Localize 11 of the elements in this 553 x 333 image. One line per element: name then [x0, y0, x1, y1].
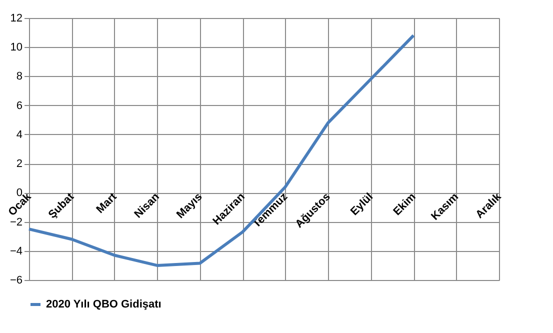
y-tick-label: 6: [16, 100, 22, 112]
legend-label: 2020 Yılı QBO Gidişatı: [46, 298, 162, 310]
y-tick-label: 0: [16, 187, 22, 200]
y-tick-label: −6: [10, 274, 22, 286]
y-tick-label: 10: [10, 42, 22, 54]
y-tick-label: 4: [16, 128, 22, 141]
y-tick-label: −2: [10, 216, 22, 228]
y-tick-label: −4: [10, 245, 22, 258]
y-tick-label: 2: [16, 158, 22, 170]
y-tick-label: 12: [10, 12, 22, 24]
y-tick-label: 8: [16, 70, 22, 83]
